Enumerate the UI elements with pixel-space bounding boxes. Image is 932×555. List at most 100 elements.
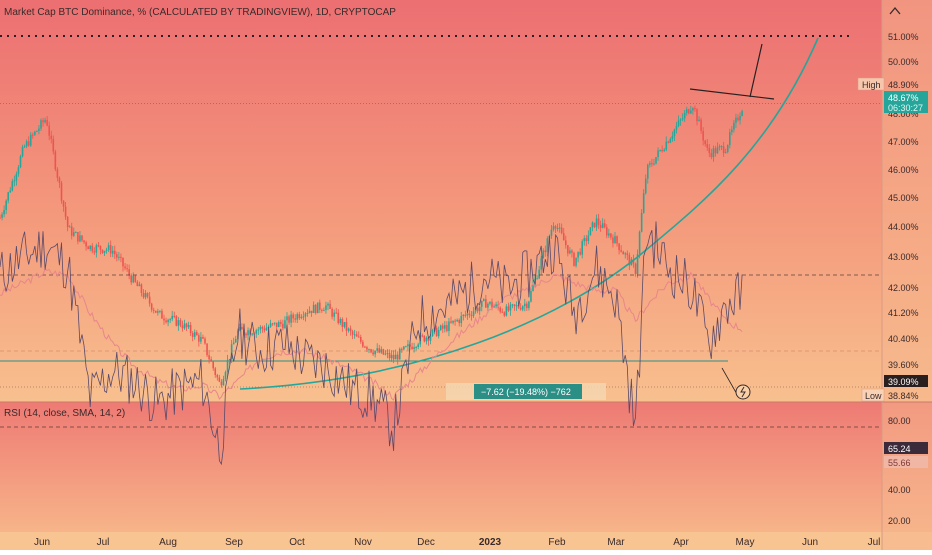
horizontal-levels [0, 34, 882, 388]
candle-body [505, 306, 508, 316]
candle-body [423, 335, 426, 342]
candle-body [103, 250, 106, 253]
candle-body [68, 226, 71, 228]
candle-body [228, 358, 231, 360]
candle-body [7, 192, 9, 201]
candle-body [466, 313, 469, 316]
candle-body [452, 320, 454, 323]
lightning-icon[interactable] [735, 384, 751, 400]
candle-body [25, 141, 28, 147]
candle-body [75, 232, 77, 234]
candle-body [696, 109, 698, 122]
candle-body [450, 321, 452, 323]
candle-body [737, 117, 739, 121]
candle-body [224, 372, 227, 380]
candle-body [111, 250, 114, 254]
candle-body [335, 312, 337, 314]
candle-body [642, 193, 645, 213]
candle-body [444, 325, 446, 329]
candle-body [349, 328, 352, 332]
rsi-value: 65.24 [888, 444, 911, 454]
candle-body [558, 227, 561, 229]
candle-body [146, 293, 149, 297]
candle-body [327, 303, 329, 306]
candle-body [189, 325, 192, 334]
resistance-trendline[interactable] [689, 88, 775, 100]
candle-body [136, 281, 139, 287]
price-axis[interactable]: 51.00% 50.00% 48.00% 47.00% 46.00% 45.00% 44.0… [888, 32, 919, 526]
candle-body [480, 300, 483, 307]
candle-body [644, 178, 647, 194]
time-axis[interactable]: Jun Jul Aug Sep Oct Nov Dec 2023 Feb Mar Apr May Jun… [34, 537, 880, 548]
candle-body [390, 354, 393, 359]
candle-body [601, 223, 604, 228]
candle-body [230, 344, 233, 359]
candle-body [275, 322, 278, 328]
candle-body [226, 359, 229, 373]
candle-body [417, 344, 419, 347]
candle-body [698, 119, 700, 122]
candle-body [1, 214, 3, 218]
candle-body [427, 337, 430, 341]
candle-body [495, 304, 497, 307]
candle-body [81, 235, 83, 241]
candle-body [462, 314, 465, 316]
candle-body [85, 242, 87, 247]
candle-body [577, 251, 579, 258]
candle-body [208, 355, 210, 360]
chevron-up-icon[interactable] [889, 6, 901, 15]
rsi-tick-label: 40.00 [888, 485, 911, 495]
candle-body [741, 111, 743, 117]
candle-body [585, 238, 588, 242]
candle-body [83, 240, 85, 243]
candle-body [681, 118, 684, 120]
time-tick-label: Sep [225, 537, 243, 548]
candle-body [206, 343, 208, 356]
candle-body [173, 315, 176, 317]
candle-body [234, 339, 237, 343]
projection-line[interactable] [721, 367, 739, 397]
candle-body [562, 233, 565, 241]
candle-body [269, 323, 272, 327]
candle-body [456, 319, 458, 322]
price-tick-label: 39.60% [888, 360, 919, 370]
candle-body [722, 146, 725, 153]
candle-body [702, 130, 704, 141]
candle-body [362, 341, 364, 347]
last-price-tag: 48.67% 06:30:27 [884, 91, 928, 113]
candle-body [148, 296, 151, 304]
candle-body [382, 349, 385, 355]
candle-body [167, 319, 169, 323]
candle-body [739, 116, 741, 121]
candle-body [177, 320, 180, 326]
candle-body [407, 344, 409, 347]
candle-body [542, 250, 545, 259]
candle-body [360, 337, 362, 342]
measure-tool-label[interactable]: −7.62 (−19.48%) −762 [446, 383, 606, 400]
candle-body [398, 348, 401, 360]
candle-body [17, 167, 20, 174]
candle-body [333, 312, 335, 317]
candle-body [448, 321, 450, 331]
candle-body [5, 200, 7, 211]
candle-body [214, 368, 217, 376]
price-tick-label: 51.00% [888, 32, 919, 42]
candle-body [472, 311, 475, 316]
candle-body [532, 284, 534, 292]
high-label: High [862, 80, 881, 90]
breakout-projection-line[interactable] [749, 43, 763, 98]
candle-body [298, 314, 301, 319]
candle-body [165, 320, 167, 323]
candle-body [54, 151, 57, 170]
measure-text: −7.62 (−19.48%) −762 [481, 387, 571, 397]
curved-support-line[interactable] [239, 37, 819, 390]
candle-body [429, 336, 432, 341]
candle-body [19, 156, 22, 168]
candle-body [411, 346, 413, 350]
candle-body [122, 257, 124, 267]
candle-body [114, 250, 116, 255]
candle-body [126, 268, 128, 270]
level-value: 39.09% [888, 377, 919, 387]
candle-body [405, 346, 407, 348]
